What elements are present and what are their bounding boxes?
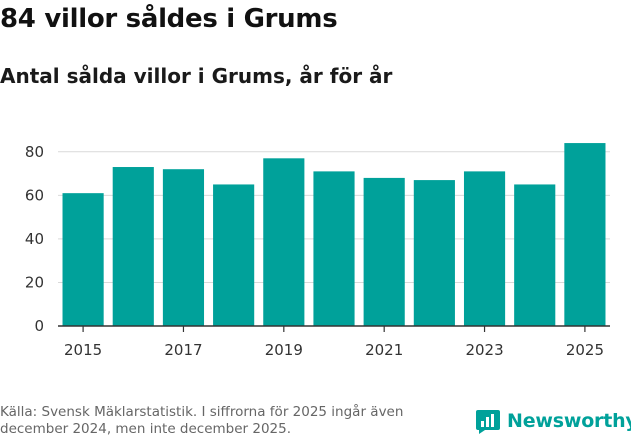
bar-2018: [213, 184, 255, 326]
x-tick-label-2023: 2023: [465, 341, 503, 359]
source-note: Källa: Svensk Mäklarstatistik. I siffror…: [0, 404, 404, 437]
bar-2024: [514, 184, 556, 326]
bar-2021: [363, 177, 405, 326]
bar-chart: 0 20 40 60 80 2015 2017 2019 2021 2023 2025: [25, 143, 610, 359]
bar-2019: [263, 158, 305, 326]
bars: [62, 143, 606, 326]
x-tick-label-2015: 2015: [64, 341, 102, 359]
y-tick-label-80: 80: [25, 143, 44, 161]
x-tick-label-2021: 2021: [365, 341, 403, 359]
y-tick-label-40: 40: [25, 230, 44, 248]
axes: 0 20 40 60 80 2015 2017 2019 2021 2023 2025: [25, 143, 610, 359]
bar-2020: [313, 171, 355, 326]
newsworthy-logo: Newsworthy: [475, 408, 631, 434]
y-tick-label-0: 0: [34, 317, 44, 335]
bar-chart-speech-bubble-icon: [476, 410, 500, 434]
y-tick-label-20: 20: [25, 273, 44, 291]
bar-2025: [564, 143, 606, 326]
chart-title: 84 villor såldes i Grums: [0, 4, 338, 34]
bar-2016: [112, 167, 154, 326]
brand-name: Newsworthy: [507, 410, 631, 432]
x-tick-label-2019: 2019: [265, 341, 303, 359]
y-tick-label-60: 60: [25, 186, 44, 204]
bar-2022: [413, 180, 455, 326]
x-tick-label-2017: 2017: [164, 341, 202, 359]
bar-2017: [162, 169, 205, 326]
x-tick-label-2025: 2025: [566, 341, 604, 359]
bar-2023: [463, 171, 506, 326]
chart-subtitle: Antal sålda villor i Grums, år för år: [0, 64, 393, 88]
bar-2015: [62, 193, 104, 326]
